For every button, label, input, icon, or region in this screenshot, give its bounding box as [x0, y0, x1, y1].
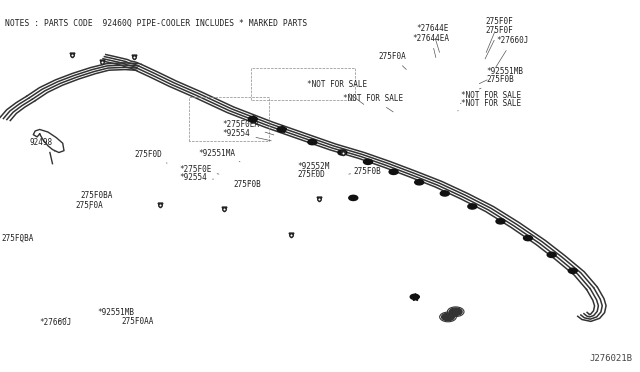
Text: *27660J: *27660J — [40, 317, 72, 327]
Text: 275F0F: 275F0F — [485, 26, 513, 59]
Text: 275F0B: 275F0B — [349, 167, 381, 176]
Circle shape — [389, 169, 398, 174]
Text: *92551MB: *92551MB — [479, 67, 524, 84]
Circle shape — [410, 294, 419, 299]
Text: *92554: *92554 — [179, 173, 214, 182]
Text: 275F0BA: 275F0BA — [81, 191, 113, 203]
Circle shape — [364, 159, 372, 164]
Text: *NOT FOR SALE: *NOT FOR SALE — [460, 91, 521, 103]
Circle shape — [547, 252, 556, 257]
Text: 275F0AA: 275F0AA — [122, 317, 154, 326]
Text: *NOT FOR SALE: *NOT FOR SALE — [458, 99, 521, 111]
Circle shape — [277, 127, 286, 132]
Text: *92551MA: *92551MA — [198, 149, 240, 162]
Text: 275F0D: 275F0D — [298, 170, 325, 179]
Circle shape — [449, 308, 462, 315]
Text: *92551MB: *92551MB — [97, 308, 134, 317]
Circle shape — [524, 235, 532, 241]
Circle shape — [338, 150, 347, 155]
Text: *275F0E: *275F0E — [179, 165, 219, 174]
Text: 275F0A: 275F0A — [379, 52, 406, 70]
Text: 275F0A: 275F0A — [76, 201, 103, 210]
Text: *27644EA: *27644EA — [413, 34, 450, 58]
Text: 275F0B: 275F0B — [479, 76, 514, 89]
Text: *92554: *92554 — [223, 129, 271, 141]
Text: 275F0B: 275F0B — [234, 180, 261, 189]
Circle shape — [415, 180, 424, 185]
Text: *NOT FOR SALE: *NOT FOR SALE — [307, 80, 367, 105]
Text: 275F0D: 275F0D — [134, 150, 167, 163]
Circle shape — [440, 191, 449, 196]
Circle shape — [496, 219, 505, 224]
Circle shape — [568, 268, 577, 273]
Text: *275F0EA: *275F0EA — [223, 120, 274, 135]
Circle shape — [248, 116, 257, 122]
Circle shape — [442, 313, 454, 321]
Text: 92498: 92498 — [29, 138, 55, 152]
Text: NOTES : PARTS CODE  92460Q PIPE-COOLER INCLUDES * MARKED PARTS: NOTES : PARTS CODE 92460Q PIPE-COOLER IN… — [5, 19, 307, 28]
Text: *NOT FOR SALE: *NOT FOR SALE — [343, 94, 403, 112]
Circle shape — [349, 195, 358, 201]
Circle shape — [308, 140, 317, 145]
Text: 275F0F: 275F0F — [485, 17, 513, 52]
Text: *92552M: *92552M — [298, 162, 330, 171]
Text: J276021B: J276021B — [589, 354, 632, 363]
Text: *27660J: *27660J — [495, 36, 529, 68]
Text: *27644E: *27644E — [416, 24, 449, 52]
Circle shape — [468, 204, 477, 209]
Text: 275F0BA: 275F0BA — [2, 234, 35, 243]
